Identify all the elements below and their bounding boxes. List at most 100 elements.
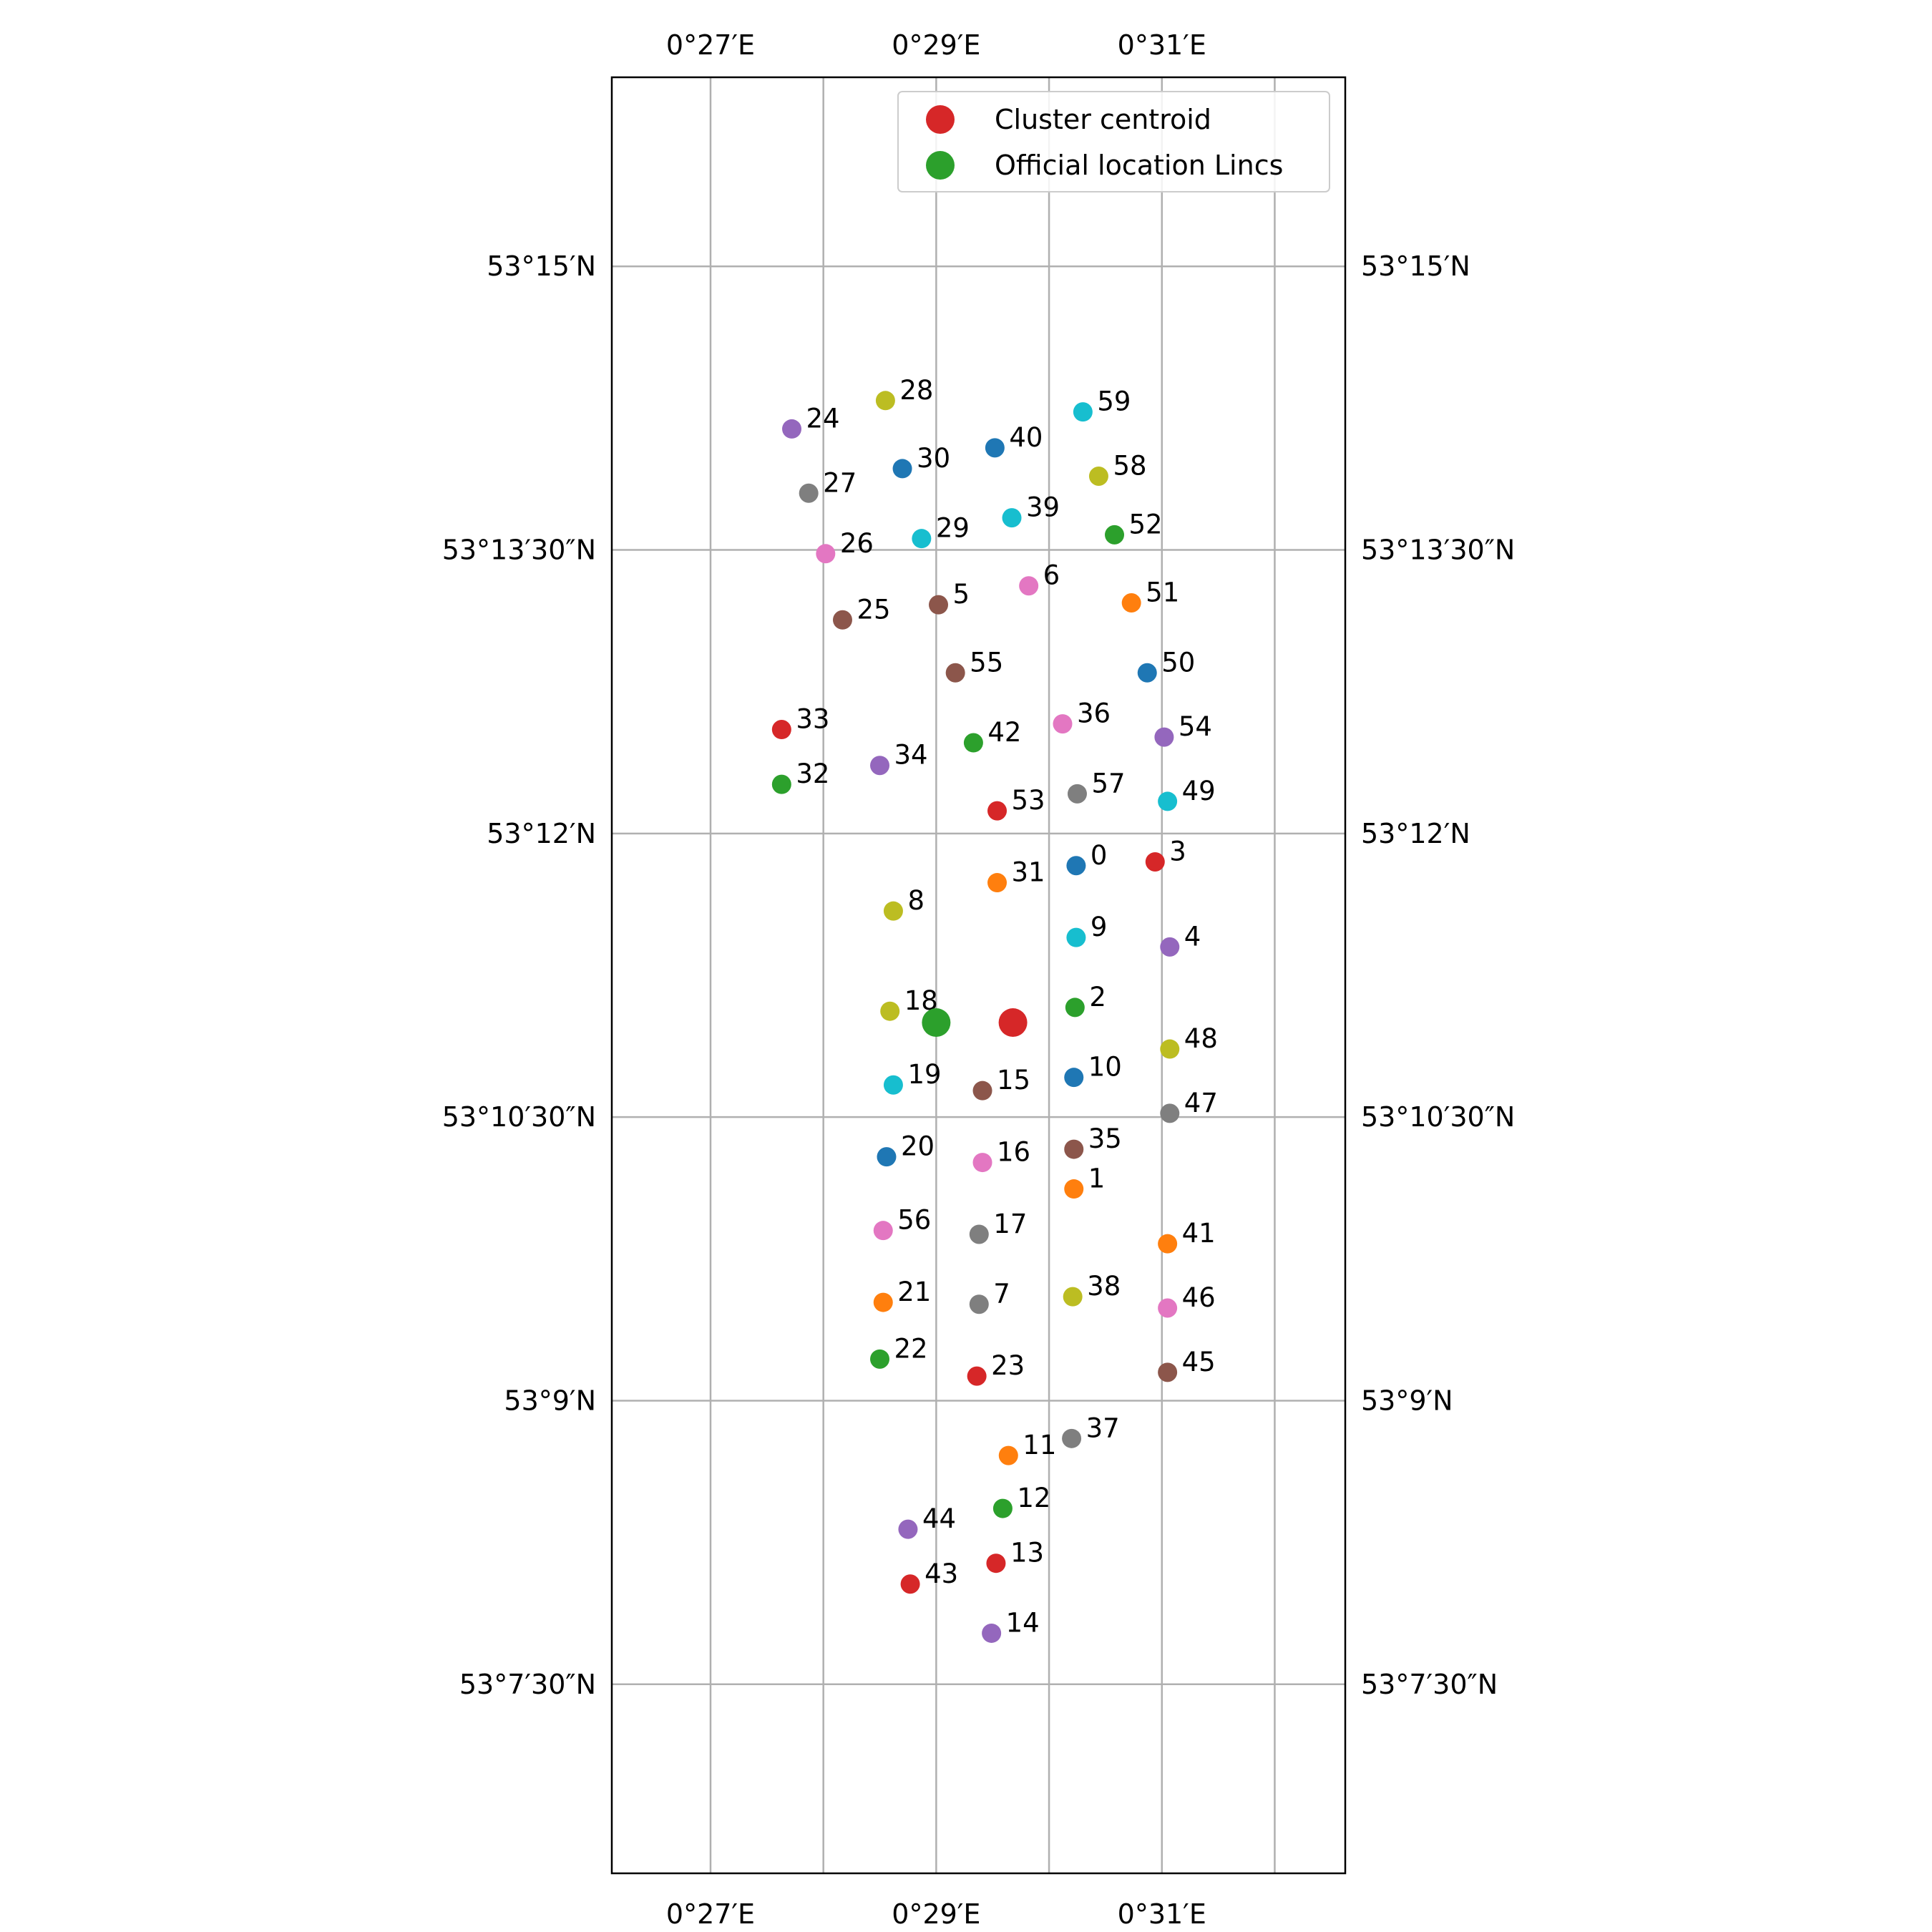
point-30 bbox=[892, 459, 912, 479]
point-label-21: 21 bbox=[897, 1277, 931, 1307]
point-label-58: 58 bbox=[1113, 450, 1146, 481]
legend: Cluster centroid Official location Lincs bbox=[897, 91, 1330, 192]
point-48 bbox=[1160, 1039, 1180, 1059]
point-label-16: 16 bbox=[997, 1137, 1030, 1168]
point-41 bbox=[1158, 1234, 1178, 1254]
point-label-26: 26 bbox=[840, 528, 874, 559]
legend-label-centroid: Cluster centroid bbox=[995, 104, 1211, 135]
lon-tick-bottom-1: 0°29′E bbox=[892, 1898, 980, 1930]
point-label-51: 51 bbox=[1146, 577, 1179, 608]
point-label-13: 13 bbox=[1010, 1538, 1044, 1568]
point-label-35: 35 bbox=[1088, 1123, 1122, 1154]
point-label-45: 45 bbox=[1182, 1347, 1216, 1377]
point-label-53: 53 bbox=[1012, 785, 1045, 816]
point-50 bbox=[1137, 663, 1157, 683]
point-52 bbox=[1105, 525, 1125, 545]
point-54 bbox=[1154, 727, 1174, 747]
point-18 bbox=[880, 1001, 900, 1021]
point-label-27: 27 bbox=[823, 467, 857, 498]
point-11 bbox=[998, 1445, 1018, 1465]
point-label-19: 19 bbox=[907, 1059, 941, 1090]
point-label-43: 43 bbox=[924, 1558, 958, 1589]
point-label-54: 54 bbox=[1179, 711, 1212, 742]
point-59 bbox=[1073, 402, 1093, 422]
point-label-44: 44 bbox=[922, 1503, 956, 1534]
point-36 bbox=[1053, 714, 1073, 734]
point-38 bbox=[1063, 1287, 1083, 1307]
point-label-37: 37 bbox=[1086, 1413, 1120, 1443]
point-label-23: 23 bbox=[991, 1350, 1025, 1381]
point-label-3: 3 bbox=[1169, 836, 1186, 867]
lat-tick-right-5: 53°7′30″N bbox=[1361, 1669, 1498, 1700]
point-label-4: 4 bbox=[1184, 921, 1201, 952]
legend-box bbox=[897, 91, 1330, 192]
point-2 bbox=[1065, 997, 1085, 1018]
point-label-12: 12 bbox=[1017, 1483, 1050, 1513]
lat-tick-left-2: 53°12′N bbox=[487, 818, 596, 849]
point-19 bbox=[883, 1075, 903, 1095]
point-label-46: 46 bbox=[1182, 1282, 1216, 1313]
point-0 bbox=[1066, 856, 1086, 876]
lat-tick-left-4: 53°9′N bbox=[504, 1385, 596, 1416]
gridlines bbox=[612, 77, 1345, 1873]
point-12 bbox=[992, 1498, 1013, 1518]
legend-label-official: Official location Lincs bbox=[995, 150, 1283, 181]
point-label-42: 42 bbox=[987, 717, 1021, 748]
point-51 bbox=[1121, 593, 1141, 613]
point-label-29: 29 bbox=[936, 513, 970, 544]
point-label-28: 28 bbox=[899, 375, 933, 406]
point-label-17: 17 bbox=[993, 1209, 1027, 1239]
legend-marker-centroid bbox=[926, 105, 955, 134]
point-label-10: 10 bbox=[1088, 1052, 1122, 1083]
point-22 bbox=[870, 1349, 890, 1369]
point-40 bbox=[985, 438, 1005, 458]
point-16 bbox=[972, 1153, 992, 1173]
point-29 bbox=[912, 529, 932, 549]
point-57 bbox=[1067, 784, 1087, 804]
lon-tick-top-2: 0°31′E bbox=[1118, 29, 1206, 61]
point-label-56: 56 bbox=[897, 1205, 931, 1236]
point-3 bbox=[1145, 852, 1165, 872]
point-label-49: 49 bbox=[1182, 776, 1216, 806]
lon-tick-bottom-0: 0°27′E bbox=[666, 1898, 755, 1930]
point-label-39: 39 bbox=[1026, 492, 1060, 523]
point-5 bbox=[929, 595, 949, 615]
lat-tick-left-5: 53°7′30″N bbox=[459, 1669, 596, 1700]
point-label-0: 0 bbox=[1091, 840, 1108, 871]
point-label-31: 31 bbox=[1012, 857, 1045, 888]
lat-tick-right-4: 53°9′N bbox=[1361, 1385, 1453, 1416]
lat-tick-left-1: 53°13′30″N bbox=[442, 535, 596, 566]
cluster-centroid-marker bbox=[998, 1008, 1028, 1038]
point-label-59: 59 bbox=[1097, 386, 1131, 417]
point-39 bbox=[1002, 508, 1022, 528]
point-24 bbox=[782, 419, 802, 439]
lat-tick-right-1: 53°13′30″N bbox=[1361, 535, 1515, 566]
lat-tick-left-3: 53°10′30″N bbox=[442, 1101, 596, 1133]
point-25 bbox=[832, 610, 852, 630]
point-32 bbox=[771, 774, 791, 794]
point-46 bbox=[1158, 1298, 1178, 1318]
point-label-47: 47 bbox=[1184, 1088, 1218, 1118]
point-10 bbox=[1064, 1068, 1084, 1088]
point-53 bbox=[987, 801, 1008, 821]
lat-tick-right-3: 53°10′30″N bbox=[1361, 1101, 1515, 1133]
point-13 bbox=[986, 1553, 1006, 1574]
point-8 bbox=[883, 901, 903, 921]
point-4 bbox=[1160, 937, 1180, 957]
lat-tick-right-2: 53°12′N bbox=[1361, 818, 1470, 849]
point-label-1: 1 bbox=[1088, 1163, 1106, 1194]
point-label-5: 5 bbox=[953, 579, 970, 610]
point-43 bbox=[900, 1574, 920, 1594]
point-44 bbox=[898, 1519, 918, 1539]
lat-tick-left-0: 53°15′N bbox=[487, 250, 596, 282]
point-56 bbox=[873, 1221, 893, 1241]
lon-tick-bottom-2: 0°31′E bbox=[1118, 1898, 1206, 1930]
point-label-20: 20 bbox=[901, 1131, 935, 1162]
point-label-11: 11 bbox=[1023, 1430, 1056, 1460]
point-45 bbox=[1158, 1362, 1178, 1382]
point-label-48: 48 bbox=[1184, 1023, 1218, 1054]
point-label-50: 50 bbox=[1161, 647, 1195, 678]
point-label-9: 9 bbox=[1091, 912, 1108, 942]
point-label-38: 38 bbox=[1087, 1271, 1121, 1302]
